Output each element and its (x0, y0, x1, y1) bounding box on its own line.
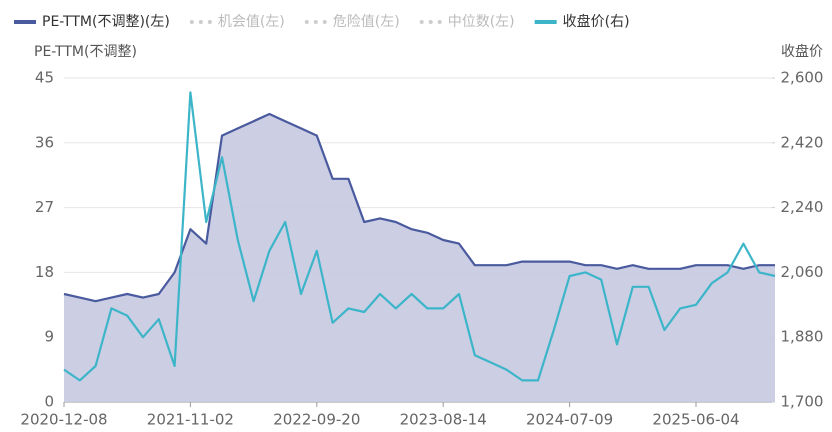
y-tick-label: 18 (35, 263, 54, 281)
legend-marker (428, 20, 433, 24)
x-tick-label: 2024-07-09 (526, 411, 613, 429)
y-axis-title: PE-TTM(不调整) (34, 44, 137, 60)
x-tick-label: 2021-11-02 (147, 411, 234, 429)
legend-marker (189, 20, 194, 24)
y-tick-label: 45 (35, 69, 54, 87)
y2-axis-title: 收盘价 (781, 43, 823, 60)
y2-tick-label: 1,880 (781, 328, 824, 346)
y2-tick-label: 1,700 (781, 393, 824, 411)
legend-label: 机会值(左) (218, 14, 285, 30)
legend-marker (313, 20, 318, 24)
y2-tick-label: 2,060 (781, 263, 824, 281)
legend-label: 中位数(左) (448, 14, 515, 30)
x-tick-label: 2025-06-04 (652, 411, 739, 429)
y2-tick-label: 2,240 (781, 198, 824, 216)
y-tick-label: 9 (44, 328, 54, 346)
line (63, 112, 775, 303)
legend-marker (198, 20, 203, 24)
y-tick-label: 36 (35, 133, 54, 151)
legend-label: 危险值(左) (333, 14, 400, 30)
y2-tick-label: 2,420 (781, 133, 824, 151)
legend-marker (322, 20, 327, 24)
legend-marker (207, 20, 212, 24)
y-tick-label: 0 (44, 393, 54, 411)
legend-label: 收盘价(右) (563, 13, 630, 30)
legend-marker (419, 20, 424, 24)
y-tick-label: 27 (35, 198, 54, 216)
y2-tick-label: 2,600 (781, 69, 824, 87)
x-tick-label: 2022-09-20 (273, 411, 360, 429)
legend-marker (437, 20, 442, 24)
x-tick-label: 2020-12-08 (20, 411, 107, 429)
line (63, 91, 776, 382)
legend-label: PE-TTM(不调整)(左) (42, 14, 170, 30)
x-tick-label: 2023-08-14 (400, 411, 487, 429)
legend-marker (304, 20, 309, 24)
area (64, 114, 775, 402)
